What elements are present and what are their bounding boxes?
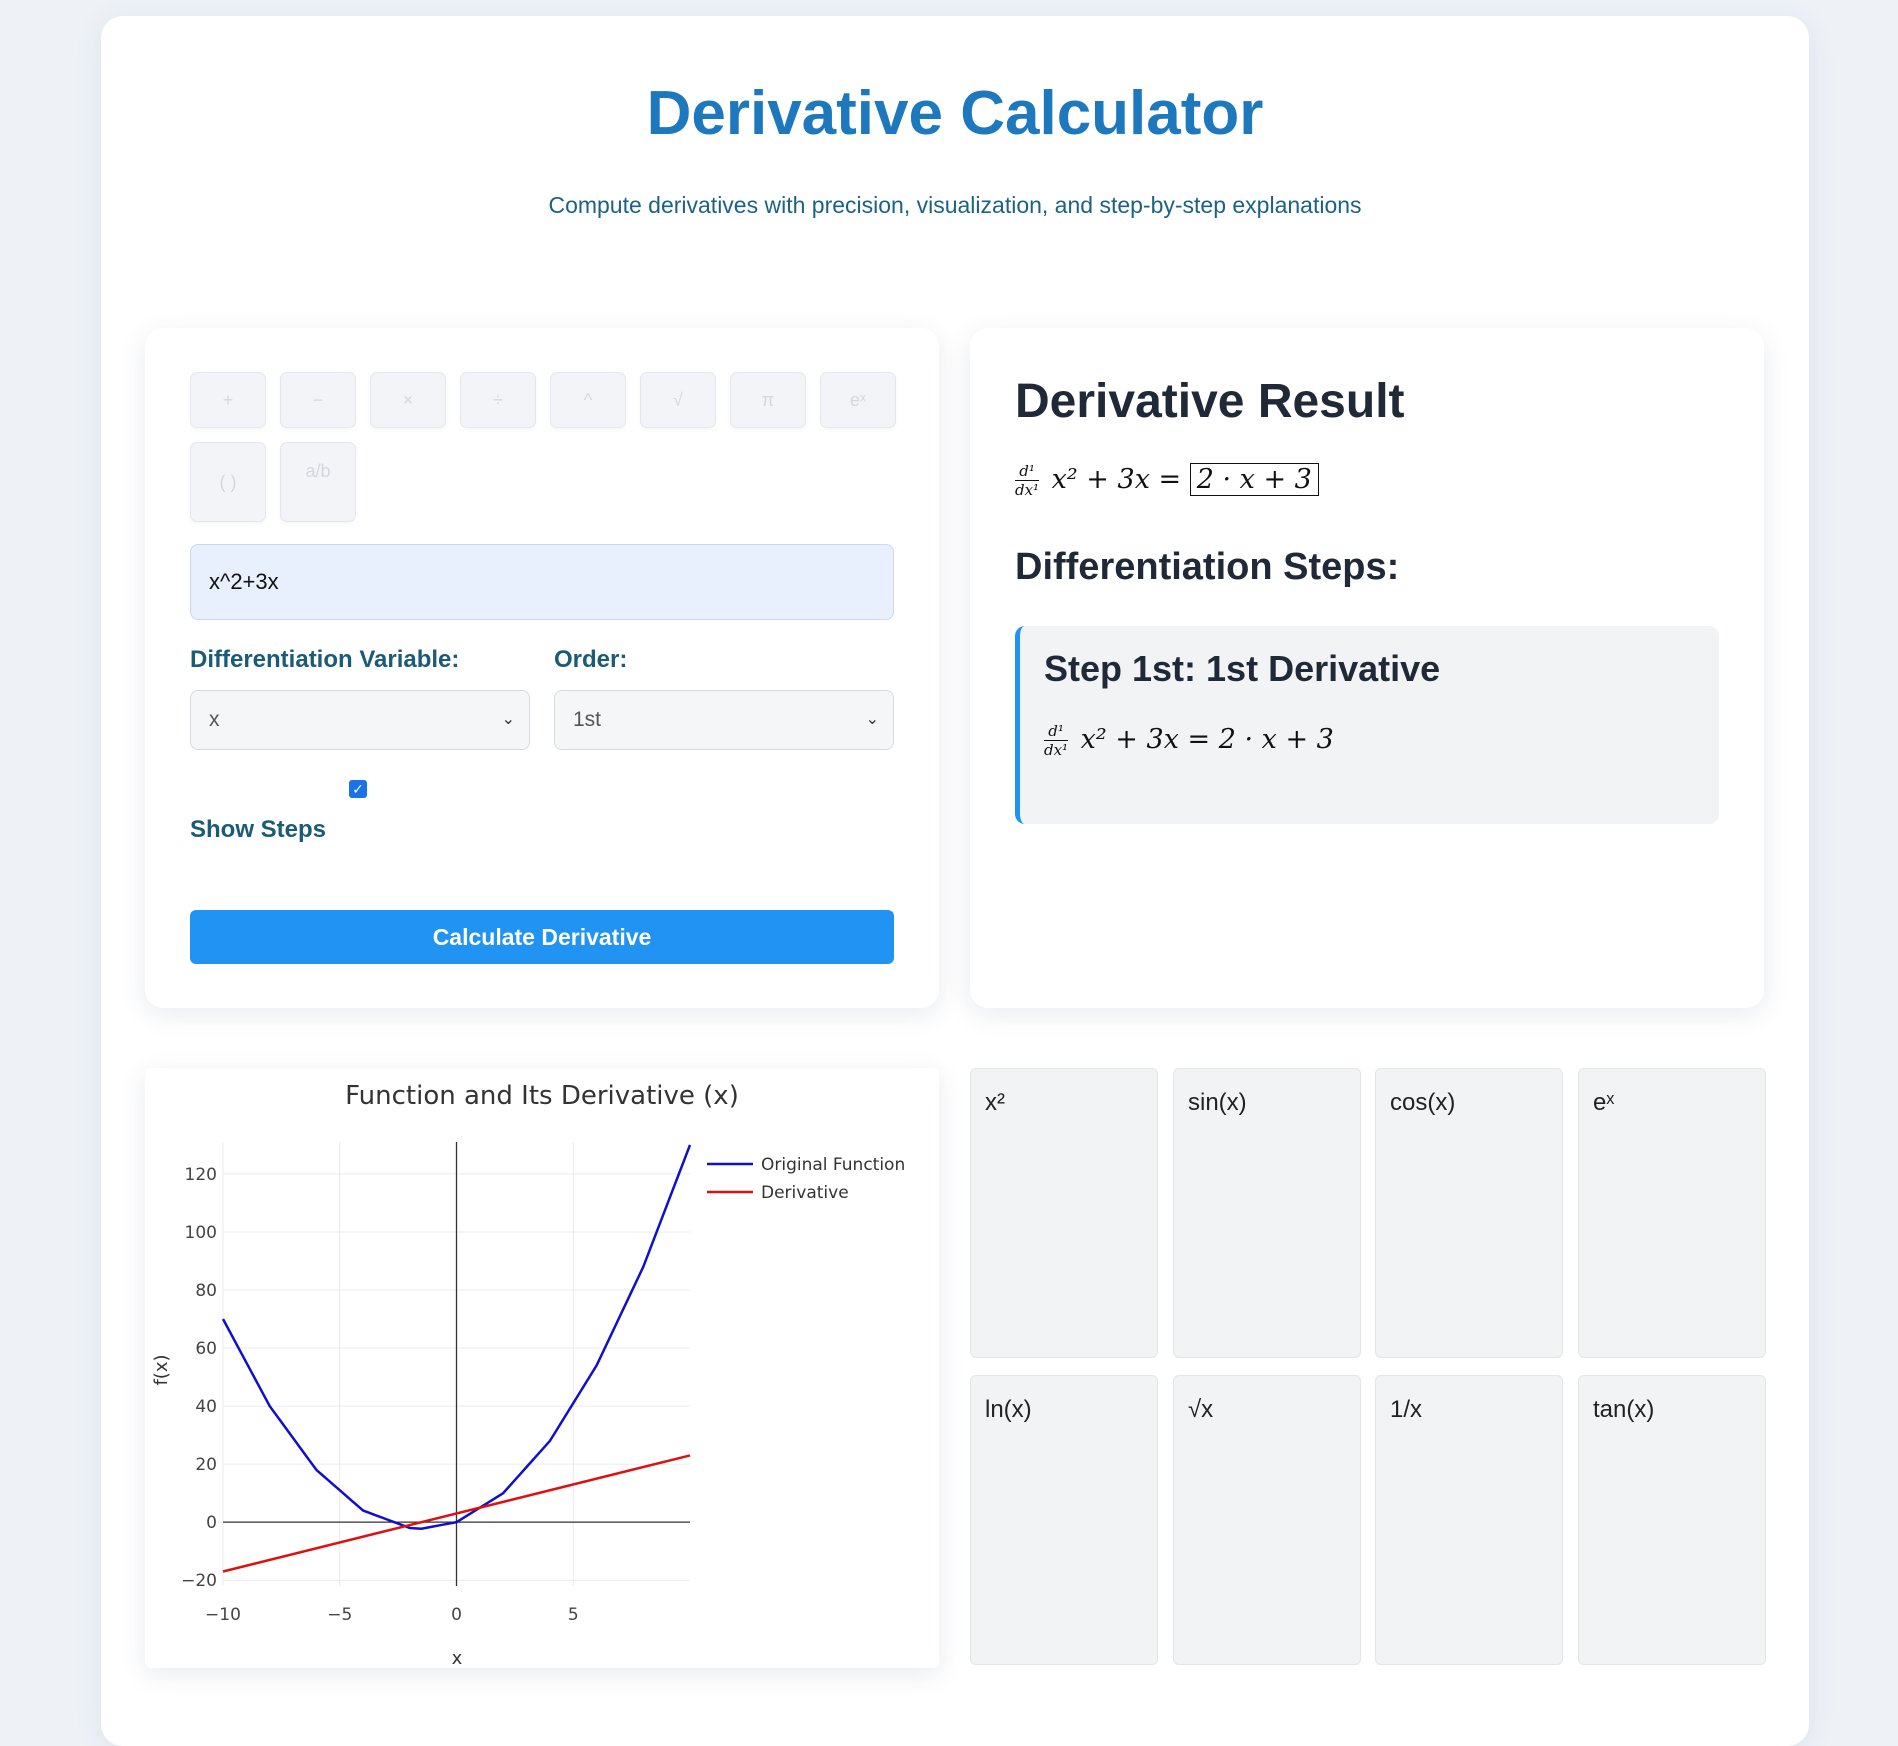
function-tile-tan[interactable]: tan(x) xyxy=(1578,1375,1766,1665)
step-card: Step 1st: 1st Derivative d¹ dx¹ x² + 3x … xyxy=(1015,626,1719,824)
order-select[interactable]: 1st ⌄ xyxy=(554,690,894,750)
function-tile-sqrt[interactable]: √x xyxy=(1173,1375,1361,1665)
checkmark-icon: ✓ xyxy=(352,781,364,797)
toolbar-sqrt-button[interactable]: √ xyxy=(640,372,716,428)
y-tick-label: 0 xyxy=(206,1513,217,1533)
function-tile-ln[interactable]: ln(x) xyxy=(970,1375,1158,1665)
y-tick-label: 80 xyxy=(195,1281,217,1301)
toolbar-multiply-button[interactable]: × xyxy=(370,372,446,428)
step-equation: d¹ dx¹ x² + 3x = 2 · x + 3 xyxy=(1044,722,1334,759)
x-tick-label: −5 xyxy=(327,1605,352,1625)
page-title: Derivative Calculator xyxy=(646,79,1264,148)
order-select-value: 1st xyxy=(573,708,602,731)
y-tick-label: −20 xyxy=(181,1571,217,1591)
result-heading: Derivative Result xyxy=(1015,375,1405,428)
chart-title: Function and Its Derivative (x) xyxy=(345,1081,739,1111)
x-tick-label: 5 xyxy=(568,1605,579,1625)
toolbar-plus-button[interactable]: + xyxy=(190,372,266,428)
tile-label: eˣ xyxy=(1593,1089,1615,1116)
tile-label: ln(x) xyxy=(985,1396,1032,1423)
toolbar-fraction-button[interactable]: a/b xyxy=(280,442,356,522)
y-tick-label: 120 xyxy=(185,1165,217,1185)
toolbar-minus-button[interactable]: − xyxy=(280,372,356,428)
tile-label: sin(x) xyxy=(1188,1089,1247,1116)
step-title: Step 1st: 1st Derivative xyxy=(1044,648,1441,689)
function-tile-reciprocal[interactable]: 1/x xyxy=(1375,1375,1563,1665)
variable-label: Differentiation Variable: xyxy=(190,646,460,673)
toolbar-power-button[interactable]: ^ xyxy=(550,372,626,428)
derivative-operator: d¹ dx¹ xyxy=(1044,722,1069,759)
x-axis-label: x xyxy=(452,1648,463,1668)
show-steps-label: Show Steps xyxy=(190,816,327,843)
result-panel: Derivative Result d¹ dx¹ x² + 3x = 2 · x… xyxy=(970,328,1764,1008)
toolbar-parentheses-button[interactable]: ( ) xyxy=(190,442,266,522)
tile-label: x² xyxy=(985,1089,1005,1116)
tile-label: cos(x) xyxy=(1390,1089,1456,1116)
legend-label: Original Function xyxy=(761,1155,905,1175)
chart-svg[interactable]: −20 0 20 40 60 80 100 120 −10 −5 0 5 Function and It… xyxy=(145,1068,939,1668)
toolbar-divide-button[interactable]: ÷ xyxy=(460,372,536,428)
calculate-derivative-button[interactable]: Calculate Derivative xyxy=(190,910,894,964)
order-label: Order: xyxy=(554,646,628,673)
page-subtitle: Compute derivatives with precision, visu… xyxy=(548,192,1362,218)
chevron-down-icon: ⌄ xyxy=(501,711,515,728)
y-tick-label: 40 xyxy=(195,1397,217,1417)
result-equation: d¹ dx¹ x² + 3x = 2 · x + 3 xyxy=(1015,462,1319,499)
expression-input[interactable] xyxy=(190,544,894,620)
chevron-down-icon: ⌄ xyxy=(865,711,879,728)
y-axis-label: f(x) xyxy=(151,1354,172,1385)
function-tile-x-squared[interactable]: x² xyxy=(970,1068,1158,1358)
toolbar-pi-button[interactable]: π xyxy=(730,372,806,428)
x-tick-label: −10 xyxy=(205,1605,241,1625)
y-tick-label: 20 xyxy=(195,1455,217,1475)
tile-label: 1/x xyxy=(1390,1396,1423,1423)
series-line-derivative xyxy=(222,1454,691,1573)
tile-label: tan(x) xyxy=(1593,1396,1655,1423)
variable-select-value: x xyxy=(209,708,220,731)
tile-label: √x xyxy=(1188,1396,1214,1423)
function-tile-exp[interactable]: eˣ xyxy=(1578,1068,1766,1358)
legend-label: Derivative xyxy=(761,1183,849,1203)
original-expression: x² + 3x xyxy=(1051,464,1150,495)
input-panel: + − × ÷ ^ √ π eˣ ( ) a/b Differentiation… xyxy=(145,328,939,1008)
toolbar-exp-button[interactable]: eˣ xyxy=(820,372,896,428)
steps-heading: Differentiation Steps: xyxy=(1015,546,1400,588)
y-tick-label: 100 xyxy=(185,1223,217,1243)
step-expression: x² + 3x = 2 · x + 3 xyxy=(1080,724,1334,755)
variable-select[interactable]: x ⌄ xyxy=(190,690,530,750)
function-tile-sin[interactable]: sin(x) xyxy=(1173,1068,1361,1358)
result-value: 2 · x + 3 xyxy=(1189,463,1319,496)
function-tile-cos[interactable]: cos(x) xyxy=(1375,1068,1563,1358)
y-tick-label: 60 xyxy=(195,1339,217,1359)
show-steps-checkbox[interactable]: ✓ xyxy=(349,780,367,798)
x-tick-label: 0 xyxy=(451,1605,462,1625)
derivative-operator: d¹ dx¹ xyxy=(1015,462,1040,499)
series-line-original-function xyxy=(221,1144,692,1530)
function-graph: −20 0 20 40 60 80 100 120 −10 −5 0 5 Function and It… xyxy=(145,1068,939,1668)
